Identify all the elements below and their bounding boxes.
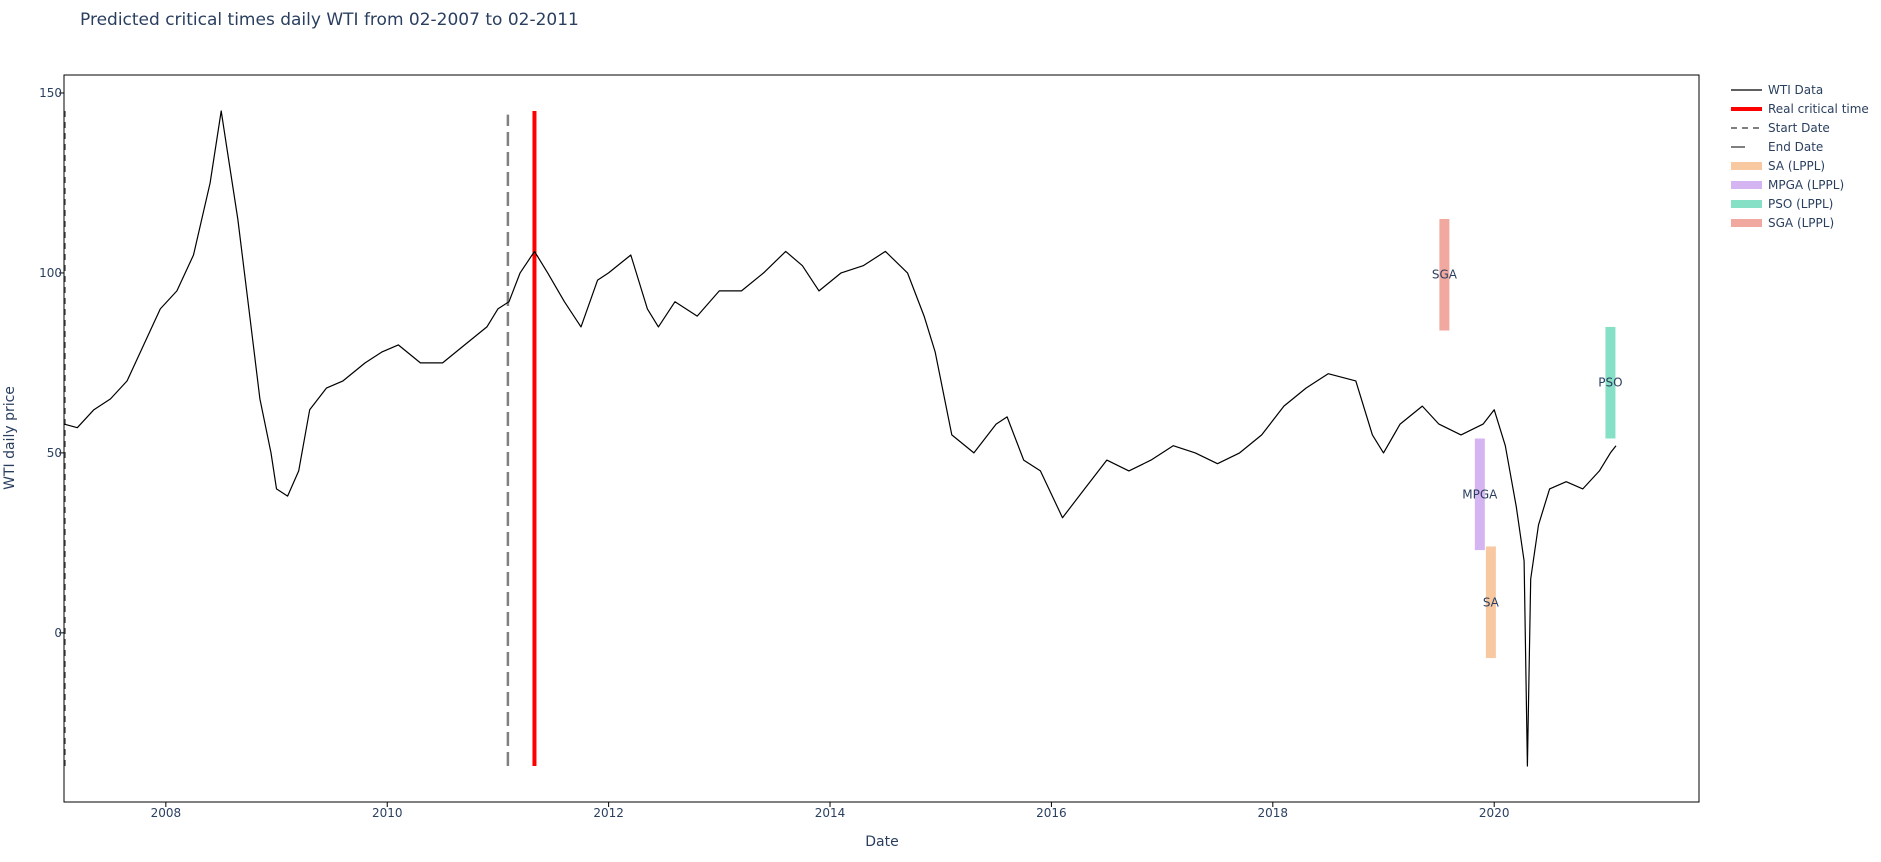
x-tick-label: 2016 <box>1036 806 1067 820</box>
legend-label-sa: SA (LPPL) <box>1768 159 1825 173</box>
sa-band-label: SA <box>1483 595 1500 609</box>
wti-data-line <box>63 110 1617 767</box>
legend-label-end: End Date <box>1768 140 1823 154</box>
legend-label-wti: WTI Data <box>1768 83 1823 97</box>
x-tick-label: 2020 <box>1479 806 1510 820</box>
y-axis-title: WTI daily price <box>2 386 18 490</box>
sga-band <box>1439 218 1450 331</box>
y-tick-label: 0 <box>54 626 62 640</box>
legend-label-mpga: MPGA (LPPL) <box>1768 178 1844 192</box>
x-tick-label: 2008 <box>151 806 182 820</box>
chart-title: Predicted critical times daily WTI from … <box>80 10 579 30</box>
sa-band <box>1485 546 1496 659</box>
x-axis-title: Date <box>865 834 898 850</box>
pso-band <box>1605 326 1616 439</box>
legend-label-sga: SGA (LPPL) <box>1768 216 1834 230</box>
legend-label-pso: PSO (LPPL) <box>1768 197 1833 211</box>
y-tick-label: 100 <box>39 266 62 280</box>
x-tick-label: 2012 <box>593 806 624 820</box>
x-tick-label: 2010 <box>372 806 403 820</box>
x-tick-label: 2014 <box>815 806 846 820</box>
legend-label-start: Start Date <box>1768 121 1830 135</box>
y-tick-label: 50 <box>47 446 62 460</box>
plot-area: 0 50 100 150 2008 2010 2012 2014 2016 2018 2020 SGA… <box>39 74 1700 820</box>
x-tick-label: 2018 <box>1258 806 1289 820</box>
plot-frame <box>63 74 1700 803</box>
legend: WTI Data Real critical time Start Date End … <box>1731 83 1869 230</box>
y-tick-label: 150 <box>39 86 62 100</box>
sga-band-label: SGA <box>1432 268 1458 282</box>
pso-band-label: PSO <box>1598 376 1622 390</box>
legend-label-real: Real critical time <box>1768 102 1869 116</box>
mpga-band <box>1474 438 1485 551</box>
mpga-band-label: MPGA <box>1462 487 1498 501</box>
